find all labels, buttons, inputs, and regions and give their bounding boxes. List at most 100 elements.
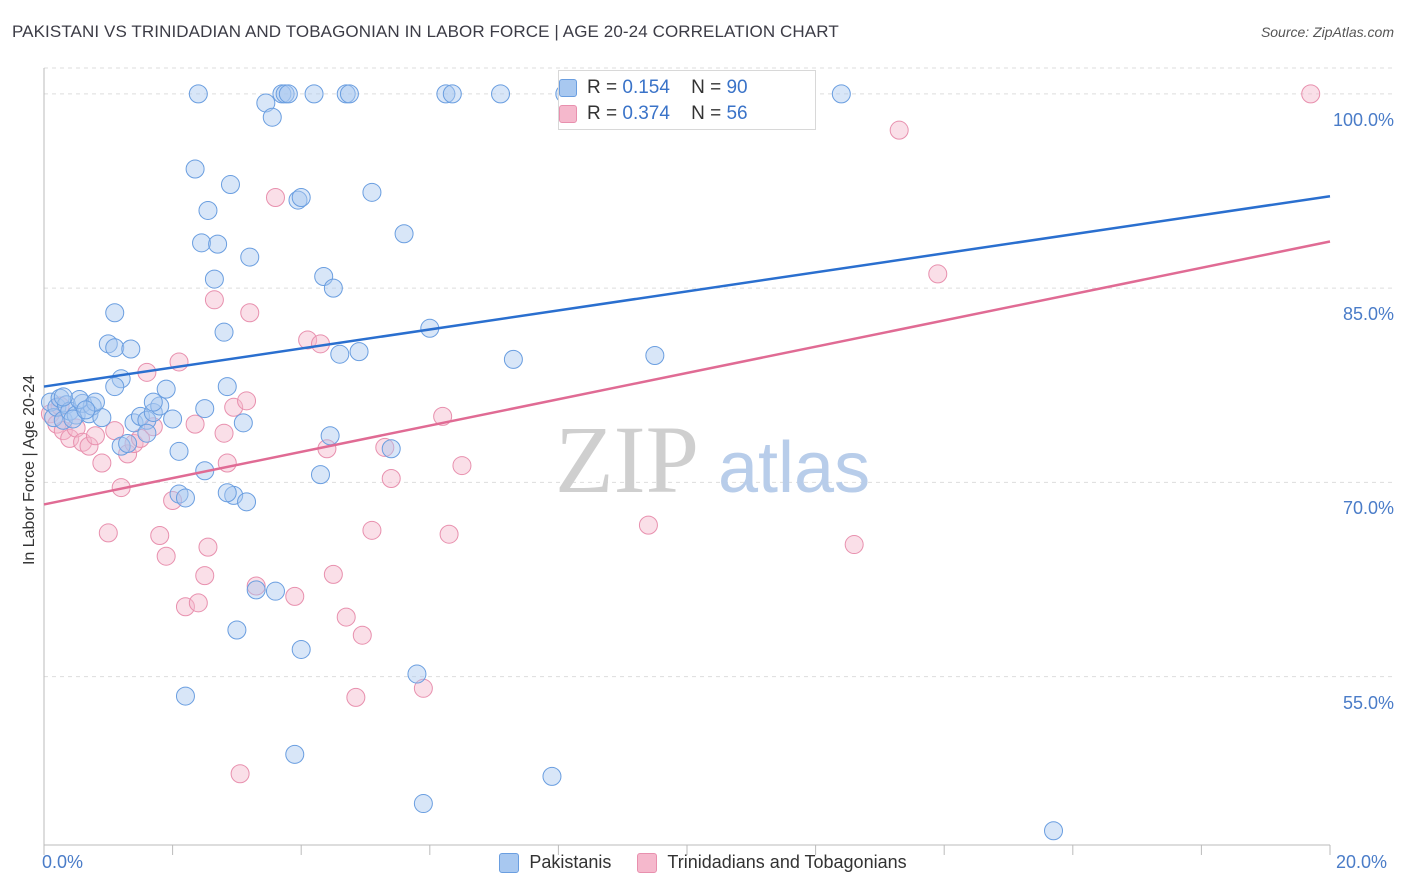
data-point-trinidadian [323,564,343,584]
data-point-trinidadian [198,537,218,557]
y-axis-label: In Labor Force | Age 20-24 [21,374,38,566]
legend-stats: R = 0.154 N = 90 R = 0.374 N = 56 [558,70,816,130]
data-point-trinidadian [156,546,176,566]
legend-label-pakistanis: Pakistanis [529,852,612,872]
data-point-pakistani [442,84,462,104]
data-point-pakistani [323,278,343,298]
chart-title: PAKISTANI VS TRINIDADIAN AND TOBAGONIAN … [12,22,839,41]
legend-series: Pakistanis Trinidadians and Tobagonians [0,852,1406,873]
data-point-trinidadian [175,597,195,617]
data-point-pakistani [198,200,218,220]
data-point-pakistani [831,84,851,104]
grid-lines [44,67,1392,678]
data-point-pakistani [262,107,282,127]
data-point-pakistani [237,492,257,512]
data-point-pakistani [310,465,330,485]
legend-swatch-pink [637,852,658,873]
data-point-trinidadian [375,437,395,457]
data-point-trinidadian [85,426,105,446]
data-point-pakistani [118,434,138,454]
data-point-pakistani [285,744,305,764]
data-point-pakistani [246,580,266,600]
x-tick-label-max: 20.0% [1336,852,1388,872]
data-point-pakistani [233,413,253,433]
data-point-pakistani [63,409,83,429]
data-point-pakistani [394,224,414,244]
data-point-pakistani [320,426,340,446]
watermark-atlas: atlas [718,428,870,508]
data-point-pakistani [208,234,228,254]
data-point-pakistani [1044,821,1064,841]
data-point-pakistani [542,766,562,786]
data-point-pakistani [240,247,260,267]
legend-row-trinidadians: R = 0.374 N = 56 [559,101,748,127]
data-point-pakistani [137,410,157,430]
data-point-pakistani [105,338,125,358]
legend-r-label: R = [587,77,618,98]
data-point-trinidadian [204,290,224,310]
data-point-pakistani [436,84,456,104]
y-tick-label: 85.0% [1342,304,1394,325]
data-point-trinidadian [889,120,909,140]
data-point-trinidadian [150,525,170,545]
data-point-pakistani [362,182,382,202]
data-point-trinidadian [844,535,864,555]
data-point-pakistani [192,233,212,253]
axes [43,68,1331,855]
data-point-pakistani [105,303,125,323]
data-point-trinidadian [346,687,366,707]
data-point-pakistani [69,390,89,410]
data-point-pakistani [163,409,183,429]
data-point-pakistani [185,159,205,179]
y-tick-label: 70.0% [1342,498,1394,519]
y-tick-label: 100.0% [1332,109,1394,130]
data-point-trinidadian [413,678,433,698]
data-point-pakistani [291,188,311,207]
data-point-trinidadian [265,188,285,207]
data-point-trinidadian [92,453,112,473]
data-point-pakistani [413,794,433,814]
data-point-trinidadian [195,566,215,586]
legend-n-value: 90 [726,77,748,98]
data-point-trinidadian [118,444,138,464]
data-point-trinidadian [638,515,658,535]
legend-swatch-blue [499,852,520,873]
legend-n-label: N = [691,103,722,124]
data-point-pakistani [217,377,237,397]
data-point-pakistani [143,392,163,412]
data-point-pakistani [175,686,195,706]
data-point-pakistani [278,84,298,104]
trend-line-trinidadians [43,240,1331,506]
data-point-pakistani [288,190,308,210]
data-point-pakistani [256,93,276,113]
data-point-trinidadian [230,764,250,784]
data-point-trinidadian [214,423,234,443]
data-point-pakistani [265,581,285,601]
legend-n-value: 56 [726,103,748,124]
data-point-trinidadian [60,428,80,448]
data-point-pakistani [227,620,247,640]
data-point-trinidadian [79,436,99,456]
data-point-pakistani [491,84,511,104]
data-point-pakistani [76,400,96,420]
data-point-pakistani [40,392,60,412]
legend-item-trinidadians: Trinidadians and Tobagonians [637,852,907,873]
legend-swatch-pink [559,105,577,123]
trend-line-pakistanis [43,194,1331,388]
data-point-pakistani [330,344,350,364]
data-point-pakistani [214,322,234,342]
data-point-pakistani [291,639,311,659]
data-point-pakistani [503,349,523,369]
data-point-trinidadian [246,576,266,596]
legend-item-pakistanis: Pakistanis [499,852,611,873]
data-point-pakistani [349,342,369,362]
y-tick-label: 55.0% [1342,692,1394,713]
data-point-pakistani [645,345,665,365]
data-point-trinidadian [452,456,472,476]
data-point-pakistani [188,84,208,104]
legend-r-value: 0.154 [622,77,670,98]
source-label: Source: ZipAtlas.com [1260,24,1394,40]
legend-r-value: 0.374 [622,103,670,124]
data-point-pakistani [137,423,157,443]
